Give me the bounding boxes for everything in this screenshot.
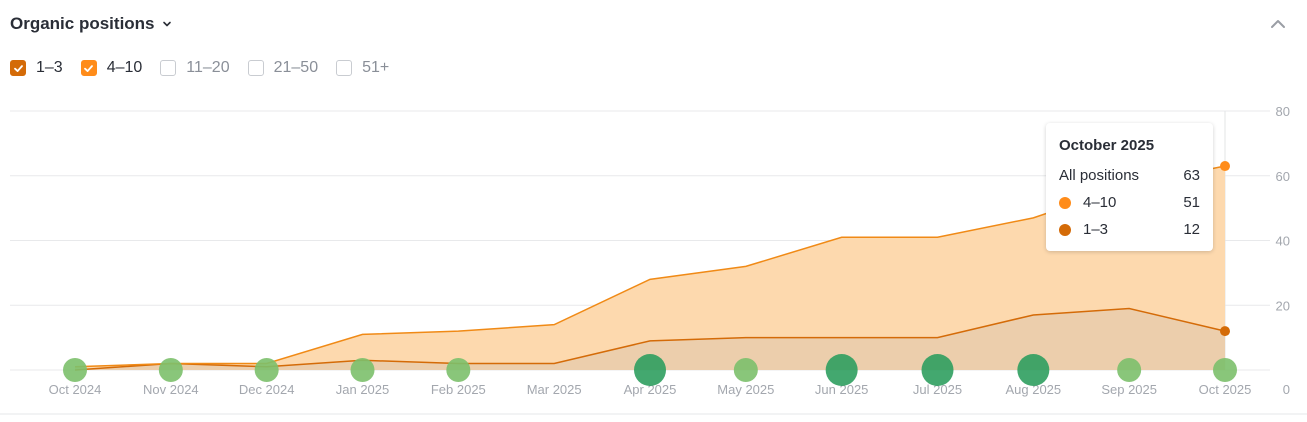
y-tick-label: 0 xyxy=(1283,382,1290,397)
x-tick-label: Dec 2024 xyxy=(239,382,295,397)
x-tick-label: Aug 2025 xyxy=(1005,382,1061,397)
section-title: Organic positions xyxy=(10,14,155,33)
filter-checkbox-21-50[interactable]: 21–50 xyxy=(247,59,319,77)
chevron-up-icon[interactable] xyxy=(1269,17,1287,31)
tooltip-row-4-10: 4–10 51 xyxy=(1059,189,1200,216)
x-tick-label: May 2025 xyxy=(717,382,774,397)
filter-label: 1–3 xyxy=(36,59,63,76)
y-tick-label: 60 xyxy=(1276,169,1290,184)
checkbox-checked-icon[interactable] xyxy=(10,60,26,76)
filter-label: 51+ xyxy=(362,59,390,76)
section-title-dropdown[interactable]: Organic positions xyxy=(10,14,172,34)
x-tick-label: Oct 2025 xyxy=(1199,382,1252,397)
position-filters: 1–3 4–10 11–20 21–50 51+ xyxy=(10,59,407,77)
tooltip-row-all: All positions 63 xyxy=(1059,162,1200,189)
event-marker-icon[interactable] xyxy=(634,354,666,386)
checkbox-unchecked-icon[interactable] xyxy=(160,60,177,76)
event-marker-icon[interactable] xyxy=(63,358,87,382)
filter-checkbox-1-3[interactable]: 1–3 xyxy=(10,59,63,77)
hover-point-1-3 xyxy=(1220,326,1230,337)
filter-label: 4–10 xyxy=(106,59,143,76)
legend-dot-icon xyxy=(1059,196,1071,209)
x-tick-label: Nov 2024 xyxy=(143,382,199,397)
filter-label: 11–20 xyxy=(186,59,230,76)
tooltip-label: 1–3 xyxy=(1083,221,1109,238)
tooltip-row-1-3: 1–3 12 xyxy=(1059,216,1200,243)
filter-label: 21–50 xyxy=(273,59,319,76)
area-4-10 xyxy=(75,166,1225,370)
tooltip-label: 4–10 xyxy=(1083,194,1117,211)
event-marker-icon[interactable] xyxy=(921,354,954,386)
chevron-down-icon xyxy=(162,21,171,27)
hover-point-4-10 xyxy=(1220,161,1230,172)
tooltip-value: 12 xyxy=(1183,221,1200,238)
chart-tooltip: October 2025 All positions 63 4–10 51 1–… xyxy=(1046,123,1213,251)
y-tick-label: 20 xyxy=(1276,298,1290,313)
tooltip-value: 51 xyxy=(1183,194,1200,211)
event-marker-icon[interactable] xyxy=(825,354,858,386)
x-tick-label: Jan 2025 xyxy=(336,382,390,397)
x-tick-label: Sep 2025 xyxy=(1101,382,1157,397)
checkbox-checked-icon[interactable] xyxy=(80,60,97,76)
event-marker-icon[interactable] xyxy=(350,358,375,382)
event-marker-icon[interactable] xyxy=(1213,358,1237,382)
x-tick-label: Apr 2025 xyxy=(624,382,677,397)
x-tick-label: Mar 2025 xyxy=(527,382,582,397)
x-tick-label: Jun 2025 xyxy=(815,382,869,397)
x-tick-label: Feb 2025 xyxy=(431,382,486,397)
filter-checkbox-4-10[interactable]: 4–10 xyxy=(80,59,143,77)
checkbox-unchecked-icon[interactable] xyxy=(336,60,353,76)
event-marker-icon[interactable] xyxy=(446,358,471,382)
y-tick-label: 80 xyxy=(1276,104,1290,119)
legend-dot-icon xyxy=(1059,223,1071,236)
filter-checkbox-11-20[interactable]: 11–20 xyxy=(160,59,230,77)
event-marker-icon[interactable] xyxy=(254,358,279,382)
x-tick-label: Jul 2025 xyxy=(913,382,962,397)
checkbox-unchecked-icon[interactable] xyxy=(247,60,264,76)
x-tick-label: Oct 2024 xyxy=(49,382,102,397)
event-marker-icon[interactable] xyxy=(158,358,183,382)
tooltip-value: 63 xyxy=(1183,167,1200,184)
event-marker-icon[interactable] xyxy=(1117,358,1142,382)
y-tick-label: 40 xyxy=(1276,234,1290,249)
filter-checkbox-51+[interactable]: 51+ xyxy=(336,59,389,77)
event-marker-icon[interactable] xyxy=(1017,354,1050,386)
tooltip-title: October 2025 xyxy=(1059,137,1155,154)
tooltip-label: All positions xyxy=(1059,167,1140,184)
event-marker-icon[interactable] xyxy=(733,358,758,382)
